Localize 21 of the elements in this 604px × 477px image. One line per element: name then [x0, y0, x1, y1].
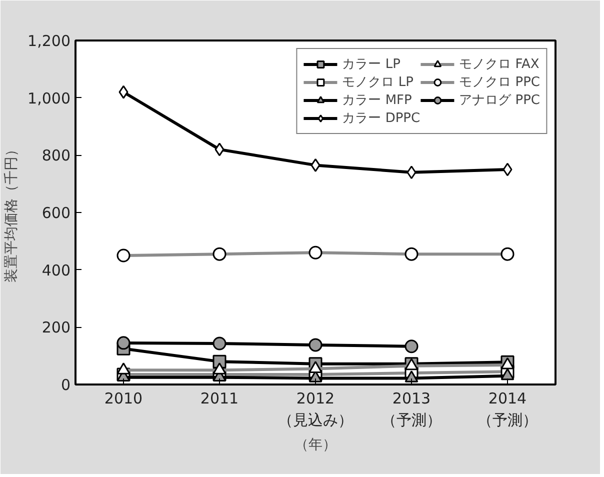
x-tick-label: 2012 （見込み） [278, 390, 353, 430]
y-tick-label: 600 [42, 204, 71, 222]
y-axis-title: 装置平均価格（千円） [4, 142, 20, 282]
legend-label: モノクロ FAX [459, 56, 540, 73]
legend-label: モノクロ PPC [459, 74, 540, 91]
y-tick-label: 200 [42, 318, 71, 337]
y-tick-label: 0 [60, 376, 71, 394]
y-tick-label: 800 [42, 146, 71, 165]
x-axis-title: （年） [294, 437, 336, 454]
x-tick-label: 2010 [104, 390, 143, 408]
y-tick-label: 1,000 [28, 89, 71, 108]
x-tick-label: 2014 （予測） [478, 390, 538, 430]
legend-label: アナログ PPC [459, 92, 540, 109]
legend-label: カラー MFP [342, 92, 412, 109]
x-tick-label: 2013 （予測） [382, 390, 442, 430]
legend-label: カラー LP [342, 56, 400, 73]
legend-label: カラー DPPC [342, 110, 420, 127]
y-tick-label: 1,200 [28, 32, 71, 50]
y-tick-label: 400 [42, 261, 71, 280]
legend-label: モノクロ LP [342, 74, 414, 91]
x-tick-label: 2011 [200, 390, 239, 408]
